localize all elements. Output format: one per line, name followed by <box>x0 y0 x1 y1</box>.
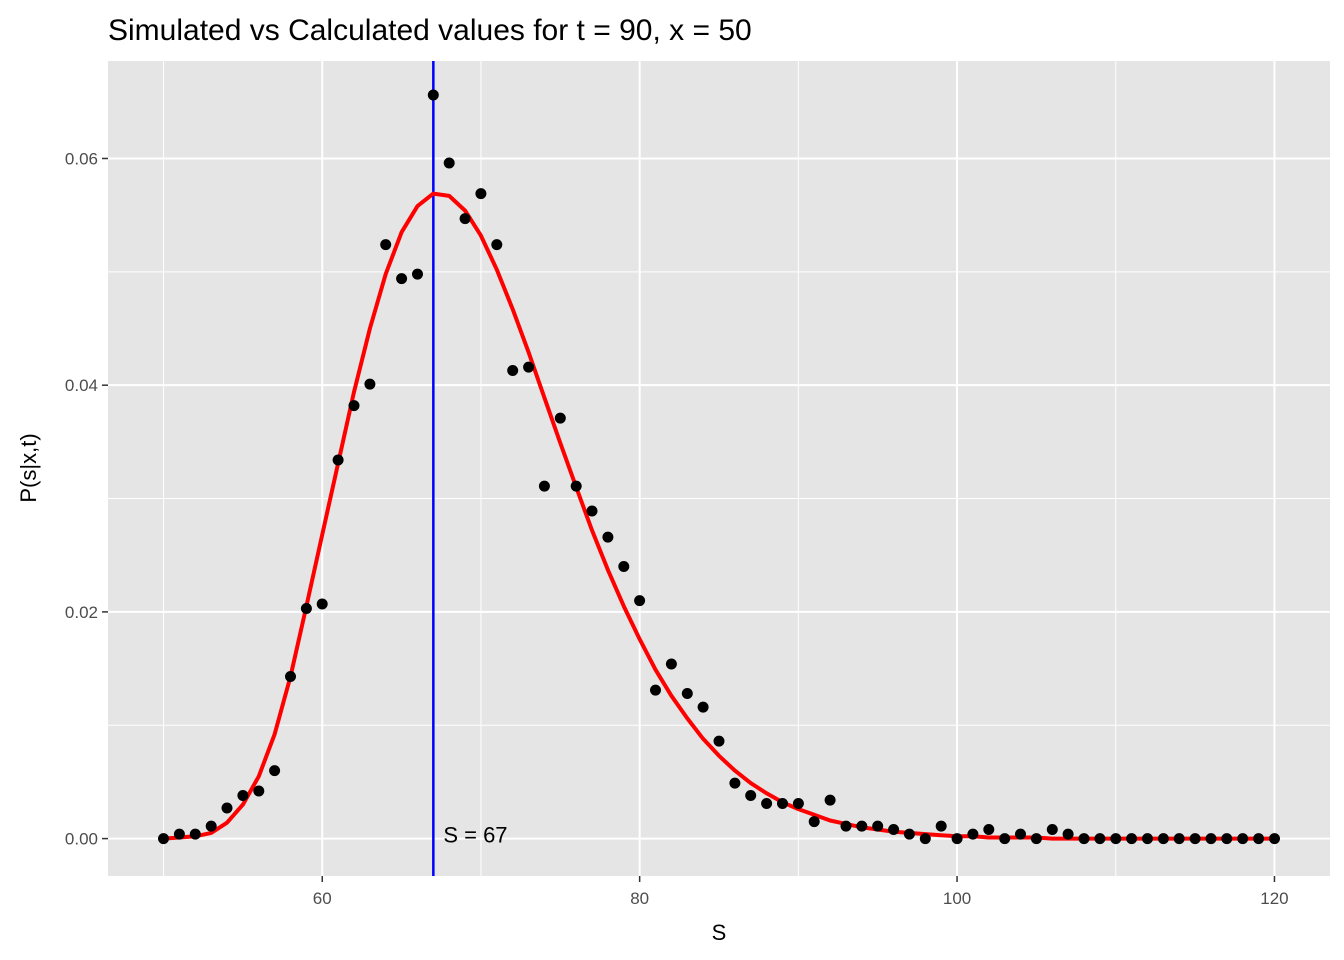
simulated-point <box>459 213 471 225</box>
simulated-point <box>951 833 963 845</box>
simulated-point <box>856 820 868 832</box>
x-tick-label: 80 <box>630 889 649 908</box>
x-tick-label: 60 <box>313 889 332 908</box>
simulated-point <box>824 794 836 806</box>
simulated-point <box>253 785 265 797</box>
x-axis-title: S <box>712 920 727 945</box>
simulated-points-layer <box>158 89 1280 845</box>
simulated-point <box>396 273 408 285</box>
simulated-point <box>602 531 614 543</box>
simulated-point <box>1237 833 1249 845</box>
simulated-point <box>761 798 773 809</box>
simulated-point <box>380 239 392 251</box>
x-tick-label: 120 <box>1260 889 1288 908</box>
simulated-point <box>285 671 296 682</box>
simulated-point <box>1126 833 1138 845</box>
simulated-point <box>1157 833 1169 845</box>
simulated-point <box>237 790 249 801</box>
simulated-point <box>713 735 725 747</box>
simulated-point <box>427 89 439 101</box>
simulated-point <box>221 802 233 814</box>
simulated-point <box>1253 833 1265 845</box>
simulated-point <box>158 833 169 845</box>
simulated-point <box>316 598 328 610</box>
simulated-point <box>348 400 360 412</box>
y-tick-label: 0.06 <box>65 149 98 168</box>
y-axis-ticks: 0.00 0.02 0.04 0.06 <box>65 149 108 849</box>
simulated-point <box>729 777 741 789</box>
simulated-point <box>412 268 423 280</box>
simulated-point <box>634 595 646 607</box>
simulated-point <box>538 480 550 492</box>
simulated-point <box>1205 833 1217 845</box>
y-axis-title: P(s|x,t) <box>16 433 41 502</box>
simulated-point <box>681 688 693 699</box>
simulated-point <box>808 816 820 828</box>
simulated-point <box>364 378 376 390</box>
simulated-point <box>269 765 281 777</box>
simulated-point <box>1189 833 1201 845</box>
simulated-point <box>554 412 566 424</box>
simulated-point <box>967 828 979 840</box>
simulated-point <box>1269 833 1280 845</box>
simulated-point <box>935 820 947 832</box>
simulated-point <box>665 658 677 670</box>
simulated-point <box>1110 833 1122 845</box>
simulated-point <box>777 798 788 809</box>
simulated-point <box>840 820 852 832</box>
simulated-point <box>872 820 884 832</box>
simulated-point <box>332 454 344 466</box>
simulated-point <box>888 824 900 835</box>
simulated-point <box>983 824 995 835</box>
simulated-point <box>1030 833 1042 845</box>
simulated-point <box>1015 828 1026 840</box>
simulated-point <box>1062 828 1074 840</box>
simulated-point <box>570 480 582 492</box>
simulated-point <box>586 505 598 517</box>
chart-title: Simulated vs Calculated values for t = 9… <box>108 14 752 47</box>
simulated-point <box>1046 824 1058 835</box>
simulated-point <box>792 798 804 809</box>
simulated-point <box>903 828 915 840</box>
simulated-point <box>173 828 185 840</box>
simulated-point <box>491 239 503 251</box>
simulated-point <box>443 157 455 169</box>
simulated-point <box>523 361 535 373</box>
simulated-point <box>1173 833 1185 845</box>
simulated-point <box>1094 833 1106 845</box>
simulated-point <box>650 684 661 696</box>
x-axis-ticks: 60 80 100 120 <box>313 876 1289 908</box>
simulated-point <box>205 820 217 832</box>
simulated-point <box>507 365 519 376</box>
simulated-point <box>919 833 931 845</box>
simulated-point <box>1221 833 1233 845</box>
y-tick-label: 0.02 <box>65 603 98 622</box>
simulated-point <box>300 603 312 614</box>
simulated-point <box>189 828 201 840</box>
x-tick-label: 100 <box>943 889 971 908</box>
simulated-point <box>745 790 757 801</box>
simulated-point <box>999 833 1011 845</box>
simulated-point <box>1142 833 1153 845</box>
simulated-point <box>618 561 630 572</box>
y-tick-label: 0.04 <box>65 376 98 395</box>
y-tick-label: 0.00 <box>65 830 98 849</box>
simulated-point <box>697 701 709 713</box>
simulated-point <box>1078 833 1090 845</box>
vline-annotation: S = 67 <box>443 823 507 848</box>
simulated-point <box>475 188 487 200</box>
